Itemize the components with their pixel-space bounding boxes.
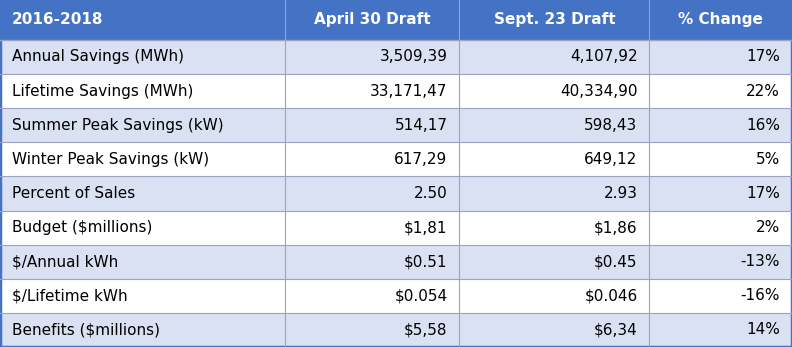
Bar <box>649 0 792 40</box>
Text: -13%: -13% <box>741 254 780 269</box>
Bar <box>0 176 285 211</box>
Text: $1,81: $1,81 <box>404 220 447 235</box>
Bar <box>459 142 649 176</box>
Text: $6,34: $6,34 <box>594 322 638 337</box>
Bar <box>459 313 649 347</box>
Bar <box>285 211 459 245</box>
Bar <box>649 74 792 108</box>
Bar <box>285 176 459 211</box>
Text: $0.046: $0.046 <box>584 288 638 303</box>
Text: April 30 Draft: April 30 Draft <box>314 12 431 27</box>
Bar <box>459 176 649 211</box>
Bar <box>649 245 792 279</box>
Text: $/Lifetime kWh: $/Lifetime kWh <box>12 288 128 303</box>
Text: $0.51: $0.51 <box>404 254 447 269</box>
Text: 617,29: 617,29 <box>394 152 447 167</box>
Bar <box>649 176 792 211</box>
Bar <box>285 245 459 279</box>
Text: 16%: 16% <box>746 118 780 133</box>
Text: 33,171,47: 33,171,47 <box>370 84 447 99</box>
Bar <box>649 108 792 142</box>
Bar <box>285 40 459 74</box>
Bar <box>285 279 459 313</box>
Text: $1,86: $1,86 <box>594 220 638 235</box>
Bar <box>0 0 285 40</box>
Bar <box>0 279 285 313</box>
Text: 5%: 5% <box>756 152 780 167</box>
Bar <box>459 245 649 279</box>
Bar <box>649 142 792 176</box>
Bar <box>0 245 285 279</box>
Bar <box>0 108 285 142</box>
Text: % Change: % Change <box>678 12 763 27</box>
Text: 2016-2018: 2016-2018 <box>12 12 104 27</box>
Text: Budget ($millions): Budget ($millions) <box>12 220 152 235</box>
Text: $5,58: $5,58 <box>404 322 447 337</box>
Text: 17%: 17% <box>746 50 780 65</box>
Bar <box>285 108 459 142</box>
Text: Summer Peak Savings (kW): Summer Peak Savings (kW) <box>12 118 223 133</box>
Text: 40,334,90: 40,334,90 <box>560 84 638 99</box>
Text: 17%: 17% <box>746 186 780 201</box>
Text: 14%: 14% <box>746 322 780 337</box>
Bar <box>459 211 649 245</box>
Bar <box>649 313 792 347</box>
Bar <box>285 74 459 108</box>
Text: $0.054: $0.054 <box>394 288 447 303</box>
Text: $0.45: $0.45 <box>594 254 638 269</box>
Text: 4,107,92: 4,107,92 <box>570 50 638 65</box>
Bar <box>459 74 649 108</box>
Bar <box>0 142 285 176</box>
Text: 649,12: 649,12 <box>584 152 638 167</box>
Bar <box>459 40 649 74</box>
Text: 2%: 2% <box>756 220 780 235</box>
Bar <box>649 279 792 313</box>
Text: 2.93: 2.93 <box>604 186 638 201</box>
Text: Winter Peak Savings (kW): Winter Peak Savings (kW) <box>12 152 209 167</box>
Text: 598,43: 598,43 <box>584 118 638 133</box>
Bar <box>0 313 285 347</box>
Bar <box>459 279 649 313</box>
Bar <box>459 108 649 142</box>
Bar <box>285 313 459 347</box>
Bar <box>0 211 285 245</box>
Text: Lifetime Savings (MWh): Lifetime Savings (MWh) <box>12 84 193 99</box>
Bar <box>0 40 285 74</box>
Text: Benefits ($millions): Benefits ($millions) <box>12 322 160 337</box>
Bar <box>649 211 792 245</box>
Text: Sept. 23 Draft: Sept. 23 Draft <box>493 12 615 27</box>
Bar <box>0 74 285 108</box>
Bar <box>285 0 459 40</box>
Text: Annual Savings (MWh): Annual Savings (MWh) <box>12 50 184 65</box>
Text: 2.50: 2.50 <box>413 186 447 201</box>
Bar <box>285 142 459 176</box>
Text: 3,509,39: 3,509,39 <box>379 50 447 65</box>
Text: 22%: 22% <box>746 84 780 99</box>
Text: -16%: -16% <box>741 288 780 303</box>
Text: $/Annual kWh: $/Annual kWh <box>12 254 118 269</box>
Bar <box>649 40 792 74</box>
Text: Percent of Sales: Percent of Sales <box>12 186 135 201</box>
Text: 514,17: 514,17 <box>394 118 447 133</box>
Bar <box>459 0 649 40</box>
